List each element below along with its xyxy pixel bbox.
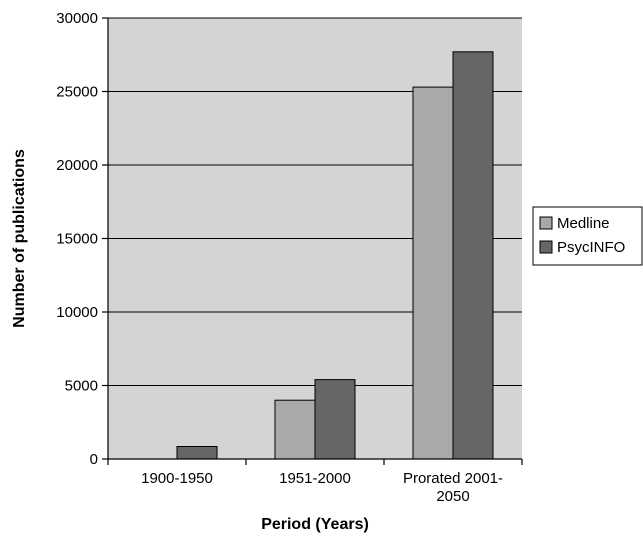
- y-tick-label: 20000: [56, 157, 98, 174]
- legend-swatch-psycinfo: [539, 240, 553, 254]
- y-tick-label: 10000: [56, 304, 98, 321]
- bar-medline-2: [412, 86, 454, 460]
- bar-psycinfo-2: [452, 51, 494, 460]
- bar-psycinfo-0: [176, 446, 218, 460]
- bar-psycinfo-1: [314, 379, 356, 460]
- x-tick-label: 1951-2000: [279, 470, 351, 487]
- bar-medline-1: [274, 399, 316, 460]
- legend: Medline PsycINFO: [532, 206, 643, 266]
- y-tick-label: 15000: [56, 231, 98, 248]
- x-tick-labels: 1900-1950 1951-2000 Prorated 2001-2050: [141, 470, 503, 505]
- bars: [176, 51, 494, 460]
- legend-label-psycinfo: PsycINFO: [557, 239, 625, 256]
- legend-swatch-medline: [539, 216, 553, 230]
- y-tick-label: 25000: [56, 84, 98, 101]
- y-tick-label: 30000: [56, 10, 98, 27]
- gridlines: [108, 17, 522, 386]
- x-tick-label: 1900-1950: [141, 470, 213, 487]
- axes: [102, 17, 523, 465]
- y-tick-label: 5000: [65, 378, 98, 395]
- legend-box: [532, 206, 643, 266]
- x-tick-label: Prorated 2001-2050: [403, 470, 503, 505]
- y-tick-label: 0: [90, 451, 98, 468]
- legend-label-medline: Medline: [557, 215, 610, 232]
- x-axis-title: Period (Years): [261, 516, 369, 533]
- y-tick-labels: 0 5000 10000 15000 20000 25000 30000: [56, 10, 98, 468]
- y-axis-title: Number of publications: [11, 149, 28, 328]
